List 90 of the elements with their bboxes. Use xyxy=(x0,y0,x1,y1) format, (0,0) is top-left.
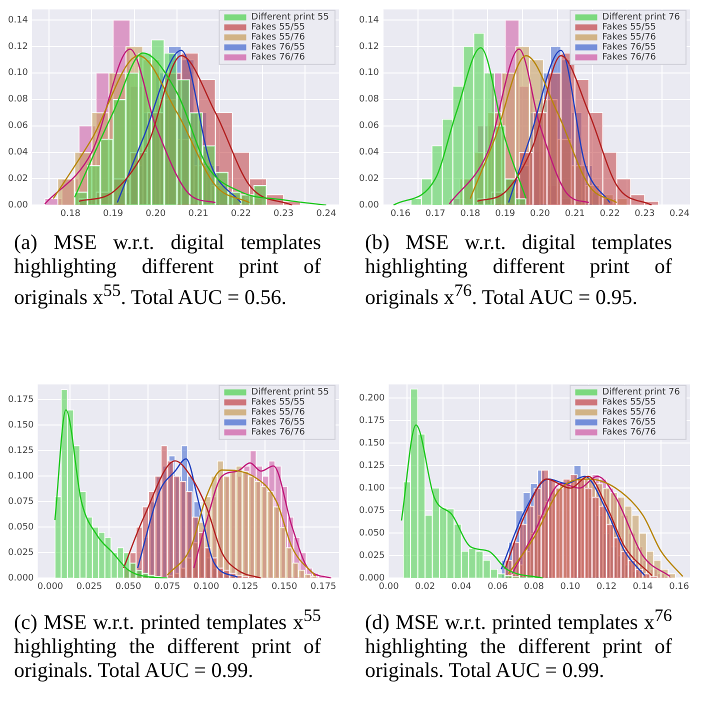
y-tick-label: 0.025 xyxy=(8,548,34,558)
x-tick-label: 0.025 xyxy=(76,582,102,592)
legend-label: Fakes 76/55 xyxy=(251,42,306,53)
y-tick-label: 0.050 xyxy=(359,528,386,538)
legend-label: Fakes 55/55 xyxy=(251,22,306,33)
legend-label: Fakes 76/55 xyxy=(251,418,306,428)
x-tick-label: 0.22 xyxy=(230,208,251,219)
legend-label: Fakes 55/76 xyxy=(251,32,306,43)
text: (d) MSE w.r.t. printed templates x$^{76}$ highlighting the different print of originals. Total AUC = 0.99. xyxy=(365,604,672,682)
legend-label: Fakes 55/55 xyxy=(602,398,656,408)
y-tick-label: 0.06 xyxy=(358,121,380,132)
x-tick-label: 0.20 xyxy=(530,208,550,219)
y-tick-label: 0.150 xyxy=(8,420,34,431)
y-tick-label: 0.150 xyxy=(359,438,386,448)
y-tick-label: 0.04 xyxy=(358,148,380,158)
x-tick-label: 0.000 xyxy=(37,582,64,592)
y-tick-label: 0.175 xyxy=(359,416,385,426)
x-tick-label: 0.17 xyxy=(425,208,446,219)
y-tick-label: 0.100 xyxy=(8,472,34,482)
legend-label: Fakes 55/76 xyxy=(602,32,656,43)
y-tick-label: 0.10 xyxy=(8,68,28,78)
legend-label: Fakes 55/55 xyxy=(251,398,306,408)
y-tick-label: 0.14 xyxy=(8,15,28,26)
legend-label: Fakes 55/55 xyxy=(602,22,656,33)
x-tick-label: 0.125 xyxy=(232,582,258,592)
y-tick-label: 0.000 xyxy=(359,574,386,584)
x-tick-label: 0.14 xyxy=(632,582,654,592)
x-tick-label: 0.06 xyxy=(488,582,508,592)
y-tick-label: 0.000 xyxy=(8,574,34,584)
legend-label: Different print 55 xyxy=(251,388,330,398)
x-tick-label: 0.050 xyxy=(115,582,142,592)
y-tick-label: 0.00 xyxy=(358,200,380,211)
text: (c) MSE w.r.t. printed templates x$^{55}$ highlighting the different print of originals. Total AUC = 0.99. xyxy=(14,604,321,682)
x-tick-label: 0.19 xyxy=(103,208,124,219)
x-tick-label: 0.18 xyxy=(460,208,481,219)
x-tick-label: 0.10 xyxy=(560,582,581,592)
text: (b) MSE w.r.t. digital templates highlighting different print of originals x$^{76}$. Total AUC = 0.95. xyxy=(365,230,672,309)
y-tick-label: 0.075 xyxy=(8,497,34,508)
text: (a) MSE w.r.t. digital templates highlighting different print of originals x$^{55}$. Total AUC = 0.56. xyxy=(14,230,321,309)
x-tick-label: 0.175 xyxy=(310,582,336,592)
x-tick-label: 0.100 xyxy=(193,582,220,592)
y-tick-label: 0.02 xyxy=(358,174,380,184)
y-tick-label: 0.10 xyxy=(358,68,380,78)
x-tick-label: 0.21 xyxy=(188,208,208,219)
x-tick-label: 0.23 xyxy=(274,208,294,219)
y-tick-label: 0.08 xyxy=(358,94,380,105)
x-tick-label: 0.08 xyxy=(524,582,544,592)
legend-label: Fakes 76/76 xyxy=(602,52,656,63)
y-tick-label: 0.00 xyxy=(8,200,28,211)
x-tick-label: 0.16 xyxy=(669,582,690,592)
x-tick-label: 0.04 xyxy=(451,582,472,592)
x-tick-label: 0.24 xyxy=(670,208,690,219)
x-tick-label: 0.23 xyxy=(634,208,655,219)
y-tick-label: 0.14 xyxy=(358,15,380,26)
x-tick-label: 0.075 xyxy=(154,582,180,592)
x-tick-label: 0.150 xyxy=(271,582,298,592)
y-tick-label: 0.200 xyxy=(359,393,386,404)
x-tick-label: 0.21 xyxy=(564,208,585,219)
legend-label: Fakes 76/76 xyxy=(602,428,656,438)
x-tick-label: 0.20 xyxy=(146,208,166,219)
x-tick-label: 0.22 xyxy=(600,208,620,219)
legend-label: Fakes 55/76 xyxy=(602,408,656,418)
y-tick-label: 0.125 xyxy=(8,446,34,456)
x-tick-label: 0.24 xyxy=(316,208,336,219)
y-tick-label: 0.125 xyxy=(359,460,385,471)
x-tick-label: 0.18 xyxy=(60,208,81,219)
legend-label: Fakes 55/76 xyxy=(251,408,306,418)
y-tick-label: 0.100 xyxy=(359,483,386,494)
legend-label: Different print 55 xyxy=(251,12,330,23)
y-tick-label: 0.050 xyxy=(8,522,34,533)
y-tick-label: 0.025 xyxy=(359,551,385,562)
y-tick-label: 0.06 xyxy=(8,121,28,132)
x-tick-label: 0.00 xyxy=(378,582,400,592)
x-tick-label: 0.12 xyxy=(596,582,617,592)
y-tick-label: 0.02 xyxy=(8,174,28,184)
legend-label: Fakes 76/55 xyxy=(602,418,656,428)
legend-label: Fakes 76/76 xyxy=(251,52,306,63)
x-tick-label: 0.16 xyxy=(390,208,411,219)
x-tick-label: 0.19 xyxy=(495,208,516,219)
legend-label: Different print 76 xyxy=(602,388,680,398)
y-tick-label: 0.075 xyxy=(359,506,385,516)
y-tick-label: 0.08 xyxy=(8,94,28,105)
y-tick-label: 0.04 xyxy=(8,148,28,158)
y-tick-label: 0.12 xyxy=(8,42,28,52)
legend-label: Fakes 76/55 xyxy=(602,42,656,53)
legend-label: Different print 76 xyxy=(602,12,680,23)
y-tick-label: 0.175 xyxy=(8,395,34,406)
x-tick-label: 0.02 xyxy=(415,582,436,592)
legend-label: Fakes 76/76 xyxy=(251,428,306,438)
y-tick-label: 0.12 xyxy=(358,42,380,52)
